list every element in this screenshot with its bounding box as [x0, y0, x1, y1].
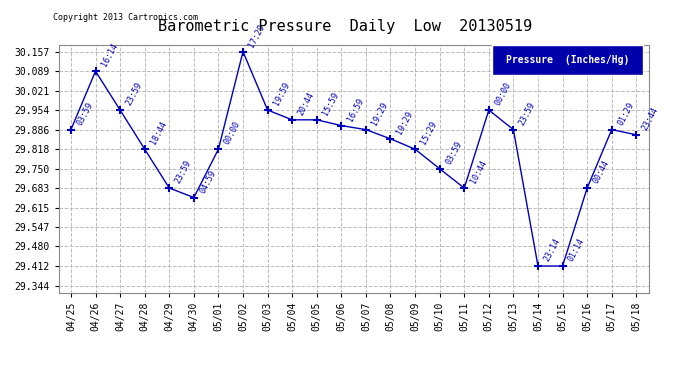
- Text: 18:44: 18:44: [149, 120, 168, 146]
- Text: 15:59: 15:59: [321, 91, 341, 117]
- Text: 23:59: 23:59: [124, 81, 144, 107]
- Text: 04:59: 04:59: [198, 168, 218, 195]
- Text: 01:14: 01:14: [566, 237, 586, 263]
- Text: 23:59: 23:59: [518, 100, 538, 127]
- Text: 16:14: 16:14: [99, 42, 119, 68]
- Text: 20:44: 20:44: [296, 91, 316, 117]
- Text: 01:29: 01:29: [616, 100, 635, 127]
- Text: 17:29: 17:29: [247, 22, 267, 49]
- Text: 00:44: 00:44: [591, 159, 611, 185]
- Text: 23:44: 23:44: [640, 106, 660, 132]
- Text: Barometric Pressure  Daily  Low  20130519: Barometric Pressure Daily Low 20130519: [158, 19, 532, 34]
- Text: Copyright 2013 Cartronics.com: Copyright 2013 Cartronics.com: [52, 13, 198, 22]
- Text: 15:29: 15:29: [420, 120, 439, 146]
- Text: 03:59: 03:59: [75, 100, 95, 127]
- Text: 19:59: 19:59: [272, 81, 291, 107]
- Text: 23:59: 23:59: [173, 159, 193, 185]
- Text: 10:44: 10:44: [469, 159, 488, 185]
- Text: 03:59: 03:59: [444, 140, 464, 166]
- Text: 19:29: 19:29: [370, 100, 390, 127]
- Text: 23:14: 23:14: [542, 237, 562, 263]
- Text: 00:00: 00:00: [493, 81, 513, 107]
- Text: 16:59: 16:59: [346, 96, 365, 123]
- Text: 00:00: 00:00: [223, 120, 242, 146]
- Text: 19:29: 19:29: [395, 110, 415, 136]
